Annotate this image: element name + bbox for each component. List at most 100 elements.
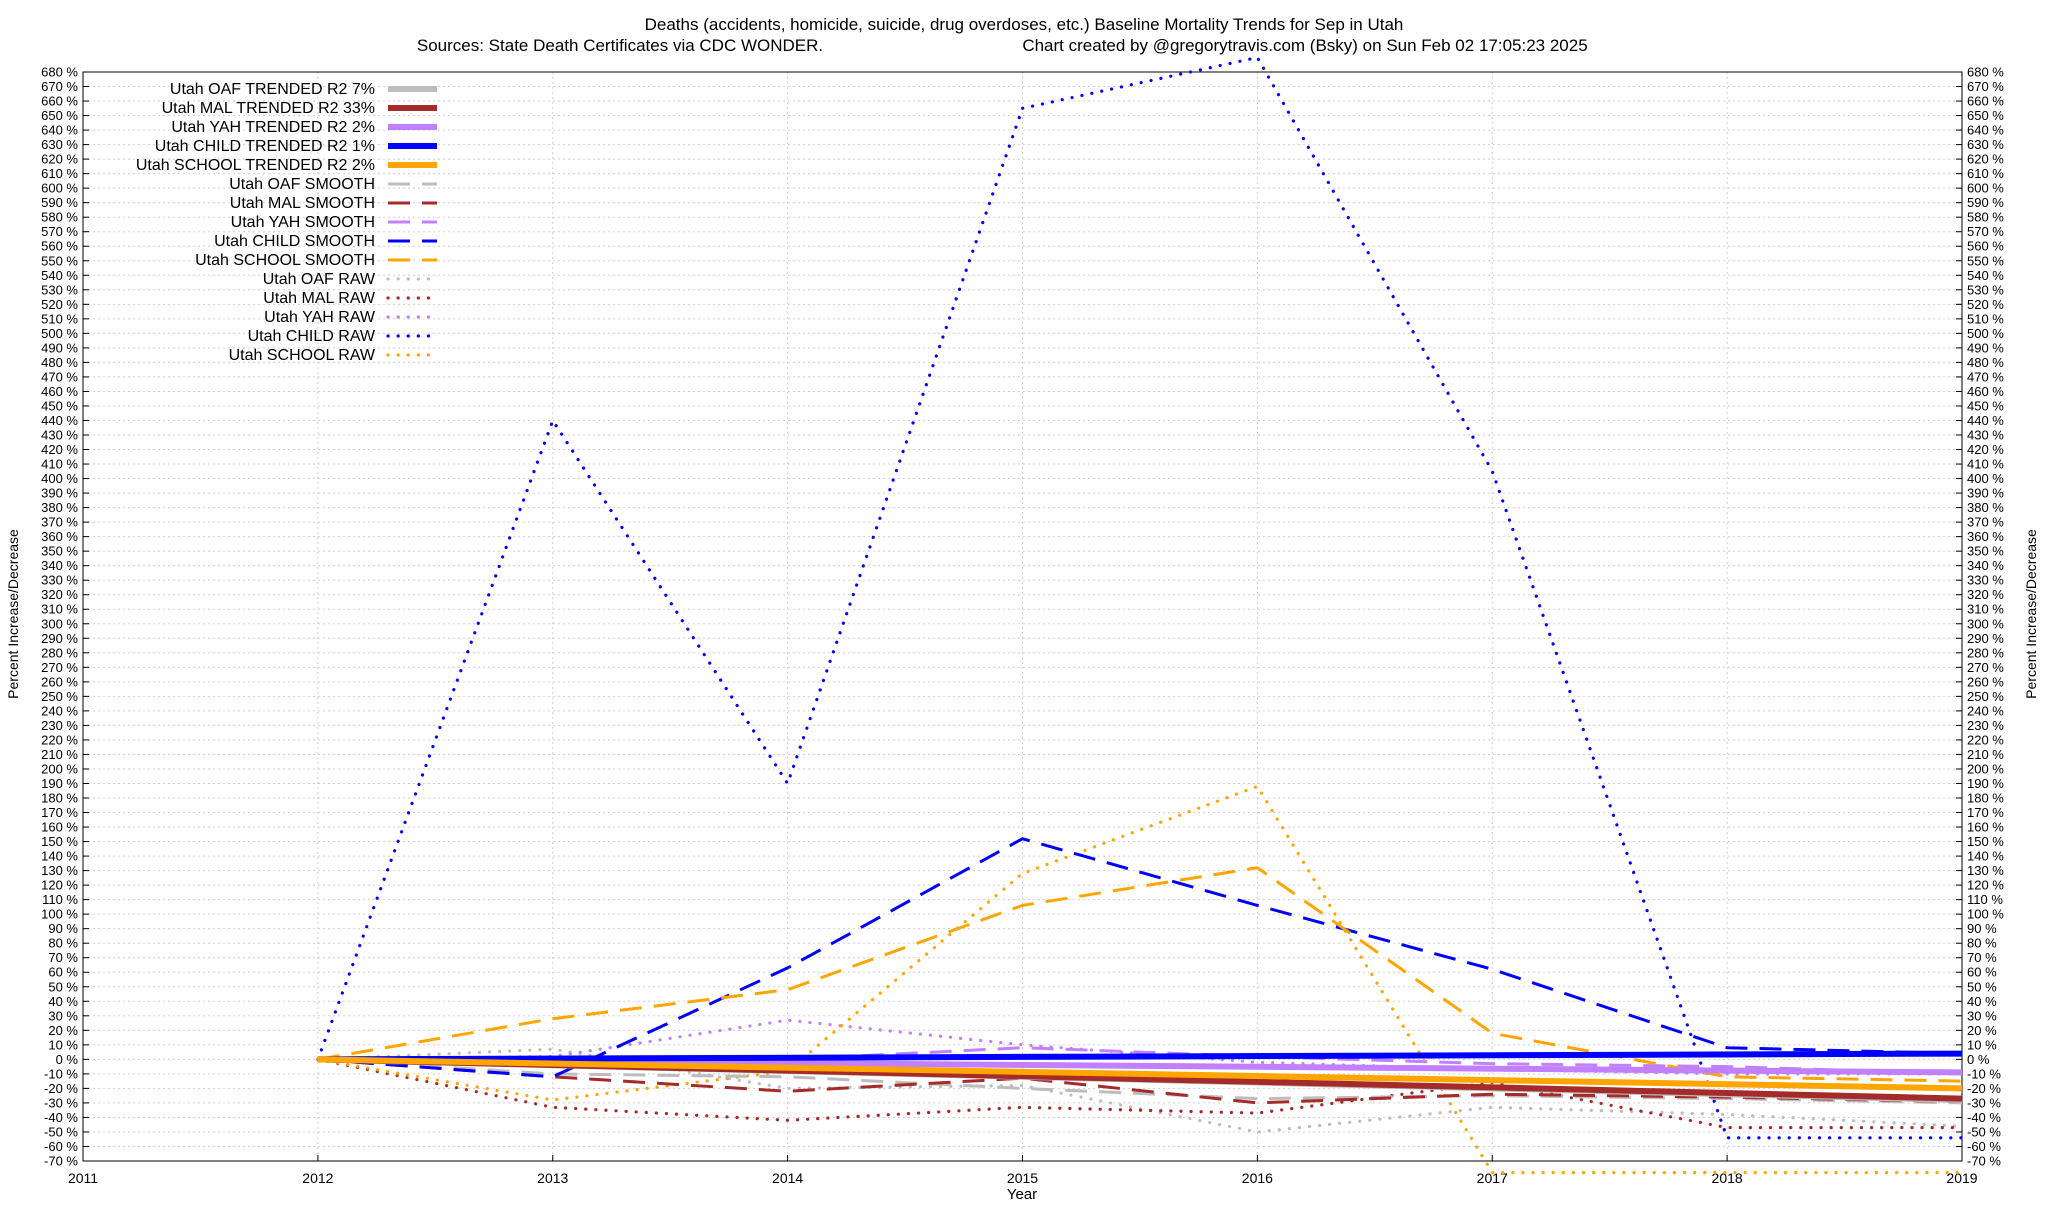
y-tick-label-right: 120 % xyxy=(1967,878,2004,893)
y-tick-label-left: 550 % xyxy=(41,253,78,268)
y-tick-label-left: 500 % xyxy=(41,326,78,341)
y-tick-label-left: 270 % xyxy=(41,660,78,675)
y-tick-label-left: 430 % xyxy=(41,428,78,443)
y-tick-label-right: 360 % xyxy=(1967,529,2004,544)
legend-label: Utah SCHOOL SMOOTH xyxy=(195,252,375,269)
y-tick-label-right: 280 % xyxy=(1967,645,2004,660)
y-tick-label-right: -70 % xyxy=(1967,1154,2001,1169)
y-tick-label-left: 120 % xyxy=(41,878,78,893)
legend-label: Utah SCHOOL RAW xyxy=(229,347,376,364)
y-tick-label-left: 250 % xyxy=(41,689,78,704)
y-tick-label-right: 50 % xyxy=(1967,979,1997,994)
y-tick-label-right: -10 % xyxy=(1967,1066,2001,1081)
y-tick-label-right: 40 % xyxy=(1967,994,1997,1009)
y-tick-label-left: 190 % xyxy=(41,776,78,791)
y-tick-label-right: -60 % xyxy=(1967,1139,2001,1154)
legend: Utah OAF TRENDED R2 7% Utah MAL TRENDED R… xyxy=(136,81,439,364)
legend-label: Utah OAF SMOOTH xyxy=(229,176,375,193)
y-tick-label-left: 70 % xyxy=(48,950,78,965)
y-tick-label-left: 340 % xyxy=(41,558,78,573)
y-tick-label-right: 160 % xyxy=(1967,820,2004,835)
series-lines xyxy=(316,55,1964,1175)
y-tick-label-right: 10 % xyxy=(1967,1037,1997,1052)
y-tick-label-left: 290 % xyxy=(41,631,78,646)
y-tick-label-left: 440 % xyxy=(41,413,78,428)
y-tick-label-right: 520 % xyxy=(1967,297,2004,312)
y-tick-label-right: 470 % xyxy=(1967,369,2004,384)
legend-label: Utah OAF RAW xyxy=(263,271,376,288)
y-tick-label-right: 260 % xyxy=(1967,674,2004,689)
y-tick-label-left: -10 % xyxy=(44,1066,78,1081)
legend-label: Utah YAH TRENDED R2 2% xyxy=(171,119,375,136)
y-tick-label-right: 530 % xyxy=(1967,282,2004,297)
legend-label: Utah CHILD TRENDED R2 1% xyxy=(155,138,375,155)
y-tick-label-right: 320 % xyxy=(1967,587,2004,602)
y-tick-label-left: 90 % xyxy=(48,921,78,936)
y-tick-label-right: 390 % xyxy=(1967,486,2004,501)
y-tick-label-left: 240 % xyxy=(41,703,78,718)
y-tick-label-left: 30 % xyxy=(48,1008,78,1023)
y-tick-label-left: 360 % xyxy=(41,529,78,544)
y-tick-label-left: 0 % xyxy=(56,1052,79,1067)
y-tick-label-right: 570 % xyxy=(1967,224,2004,239)
y-tick-label-right: 640 % xyxy=(1967,123,2004,138)
y-tick-label-left: 380 % xyxy=(41,500,78,515)
y-tick-label-left: 540 % xyxy=(41,268,78,283)
chart-credit: Chart created by @gregorytravis.com (Bsk… xyxy=(1022,36,1587,55)
y-tick-label-left: 300 % xyxy=(41,616,78,631)
y-tick-label-right: 300 % xyxy=(1967,616,2004,631)
y-tick-label-left: 370 % xyxy=(41,515,78,530)
y-tick-label-right: 610 % xyxy=(1967,166,2004,181)
y-tick-label-right: -30 % xyxy=(1967,1095,2001,1110)
x-tick-label: 2014 xyxy=(772,1170,803,1186)
y-tick-label-left: 330 % xyxy=(41,573,78,588)
chart-sources: Sources: State Death Certificates via CD… xyxy=(417,36,823,55)
legend-label: Utah YAH RAW xyxy=(264,309,376,326)
y-tick-label-left: -20 % xyxy=(44,1081,78,1096)
y-tick-label-left: 570 % xyxy=(41,224,78,239)
y-tick-label-left: 170 % xyxy=(41,805,78,820)
y-tick-label-left: 580 % xyxy=(41,210,78,225)
y-tick-label-right: 180 % xyxy=(1967,791,2004,806)
y-tick-label-right: 0 % xyxy=(1967,1052,1990,1067)
series-line-3 xyxy=(317,1050,1963,1063)
y-tick-label-left: 110 % xyxy=(42,892,78,907)
y-tick-label-right: 400 % xyxy=(1967,471,2004,486)
y-tick-label-left: 140 % xyxy=(41,849,78,864)
y-tick-label-right: 660 % xyxy=(1967,94,2004,109)
y-tick-label-left: 310 % xyxy=(41,602,78,617)
y-tick-label-left: 100 % xyxy=(41,907,78,922)
y-tick-label-left: 280 % xyxy=(41,645,78,660)
y-tick-label-left: 60 % xyxy=(48,965,78,980)
x-axis-label: Year xyxy=(1007,1186,1037,1200)
y-tick-label-right: 580 % xyxy=(1967,210,2004,225)
grid xyxy=(82,71,1963,1162)
y-tick-label-left: 400 % xyxy=(41,471,78,486)
y-tick-label-right: 450 % xyxy=(1967,398,2004,413)
y-tick-label-right: 150 % xyxy=(1967,834,2004,849)
y-tick-label-right: 460 % xyxy=(1967,384,2004,399)
y-tick-label-right: 20 % xyxy=(1967,1023,1997,1038)
y-tick-label-right: 670 % xyxy=(1967,79,2004,94)
x-tick-label: 2016 xyxy=(1242,1170,1273,1186)
y-tick-label-right: 250 % xyxy=(1967,689,2004,704)
y-tick-label-left: 660 % xyxy=(41,94,78,109)
series-line-6 xyxy=(317,1057,1963,1105)
y-tick-label-right: 340 % xyxy=(1967,558,2004,573)
y-tick-label-left: -50 % xyxy=(44,1124,78,1139)
y-tick-label-left: 200 % xyxy=(41,761,78,776)
y-axis-label-left: Percent Increase/Decrease xyxy=(5,529,21,699)
y-axis-label-right: Percent Increase/Decrease xyxy=(2023,529,2039,699)
y-tick-label-right: 170 % xyxy=(1967,805,2004,820)
y-tick-label-left: 320 % xyxy=(41,587,78,602)
y-tick-label-right: -40 % xyxy=(1967,1110,2001,1125)
y-tick-label-right: 510 % xyxy=(1967,311,2004,326)
y-tick-label-right: 560 % xyxy=(1967,239,2004,254)
y-tick-label-left: 640 % xyxy=(41,123,78,138)
y-tick-label-right: 490 % xyxy=(1967,340,2004,355)
y-tick-label-left: 350 % xyxy=(41,544,78,559)
y-tick-label-right: 100 % xyxy=(1967,907,2004,922)
y-tick-label-right: 630 % xyxy=(1967,137,2004,152)
